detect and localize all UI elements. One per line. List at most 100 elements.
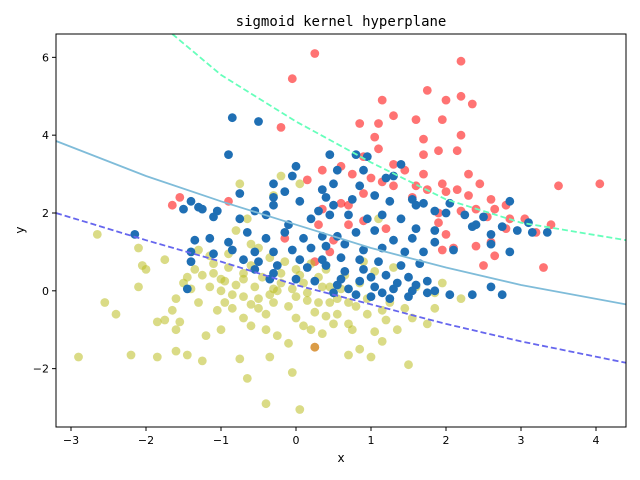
blue-point	[381, 270, 391, 280]
blue-point	[355, 255, 365, 265]
x-tick-label: 2	[443, 434, 450, 447]
blue-point	[227, 113, 237, 123]
blue-point	[186, 247, 196, 257]
yellow-point	[299, 321, 308, 331]
yellow-point	[287, 284, 297, 294]
red-point	[441, 230, 451, 239]
yellow-point	[134, 282, 143, 292]
yellow-point	[310, 342, 320, 352]
blue-point	[250, 247, 260, 257]
blue-point	[479, 212, 488, 222]
blue-point	[299, 233, 308, 243]
blue-point	[280, 228, 290, 237]
yellow-point	[194, 245, 203, 255]
blue-point	[227, 245, 237, 255]
y-tick-label: 0	[42, 285, 49, 298]
y-axis-ticks: −2 0 2 4 6	[33, 51, 56, 376]
yellow-point	[291, 313, 301, 323]
blue-point	[430, 286, 440, 296]
red-point	[467, 99, 477, 109]
red-point	[554, 181, 563, 191]
blue-point	[209, 212, 218, 222]
blue-point	[254, 257, 263, 266]
yellow-point	[284, 338, 293, 348]
yellow-point	[332, 309, 342, 319]
blue-point	[344, 284, 353, 294]
yellow-point	[175, 317, 185, 327]
blue-point	[359, 245, 368, 255]
blue-point	[269, 179, 278, 189]
yellow-point	[231, 280, 241, 290]
yellow-point	[272, 331, 282, 340]
blue-point	[359, 265, 368, 274]
yellow-point	[370, 327, 380, 337]
red-point	[411, 115, 421, 124]
yellow-point	[100, 298, 110, 307]
yellow-point	[171, 346, 181, 356]
blue-point	[329, 179, 338, 189]
red-point	[464, 169, 473, 179]
x-tick-label: 3	[518, 434, 525, 447]
red-point	[344, 220, 353, 230]
yellow-point	[209, 268, 218, 278]
blue-point	[179, 204, 188, 214]
blue-point	[321, 241, 331, 251]
red-point	[441, 187, 451, 197]
blue-point	[340, 267, 350, 276]
blue-point	[325, 150, 335, 160]
yellow-point	[167, 305, 177, 315]
red-point	[479, 261, 488, 270]
blue-point	[209, 249, 218, 259]
blue-point	[422, 276, 432, 286]
blue-point	[291, 274, 301, 284]
blue-point	[329, 200, 338, 210]
yellow-point	[239, 268, 248, 278]
blue-point	[347, 195, 357, 204]
blue-point	[366, 292, 376, 301]
red-point	[437, 245, 447, 255]
yellow-point	[269, 298, 278, 307]
blue-point	[250, 265, 260, 274]
red-point	[452, 185, 462, 195]
x-tick-label: −1	[213, 434, 229, 447]
red-point	[389, 181, 398, 191]
yellow-point	[295, 179, 305, 189]
blue-point	[381, 173, 391, 183]
red-point	[347, 169, 357, 179]
yellow-point	[437, 278, 447, 288]
data-points	[74, 49, 605, 414]
blue-point	[261, 233, 271, 243]
blue-point	[287, 245, 297, 255]
dashed-boundary-line-2	[171, 34, 626, 242]
yellow-point	[430, 303, 440, 313]
red-point	[471, 241, 481, 251]
x-tick-label: −3	[63, 434, 79, 447]
yellow-point	[182, 272, 192, 282]
yellow-point	[362, 309, 372, 319]
blue-point	[467, 290, 477, 300]
red-point	[452, 146, 462, 156]
y-tick-label: 2	[42, 207, 49, 220]
red-point	[595, 179, 605, 189]
blue-point	[205, 233, 215, 243]
yellow-point	[235, 179, 245, 189]
blue-point	[306, 243, 316, 253]
blue-point	[317, 185, 327, 195]
yellow-point	[404, 360, 413, 370]
yellow-point	[302, 288, 312, 298]
red-point	[175, 193, 185, 202]
red-point	[464, 191, 473, 200]
x-tick-label: 1	[368, 434, 375, 447]
blue-point	[396, 261, 406, 270]
blue-point	[280, 187, 290, 197]
blue-point	[295, 196, 305, 206]
blue-point	[396, 160, 406, 169]
yellow-point	[74, 352, 83, 362]
red-point	[434, 146, 443, 156]
y-axis-label: y	[13, 226, 27, 233]
blue-point	[411, 224, 421, 234]
blue-point	[404, 292, 413, 301]
red-point	[419, 169, 428, 179]
blue-point	[269, 200, 278, 210]
